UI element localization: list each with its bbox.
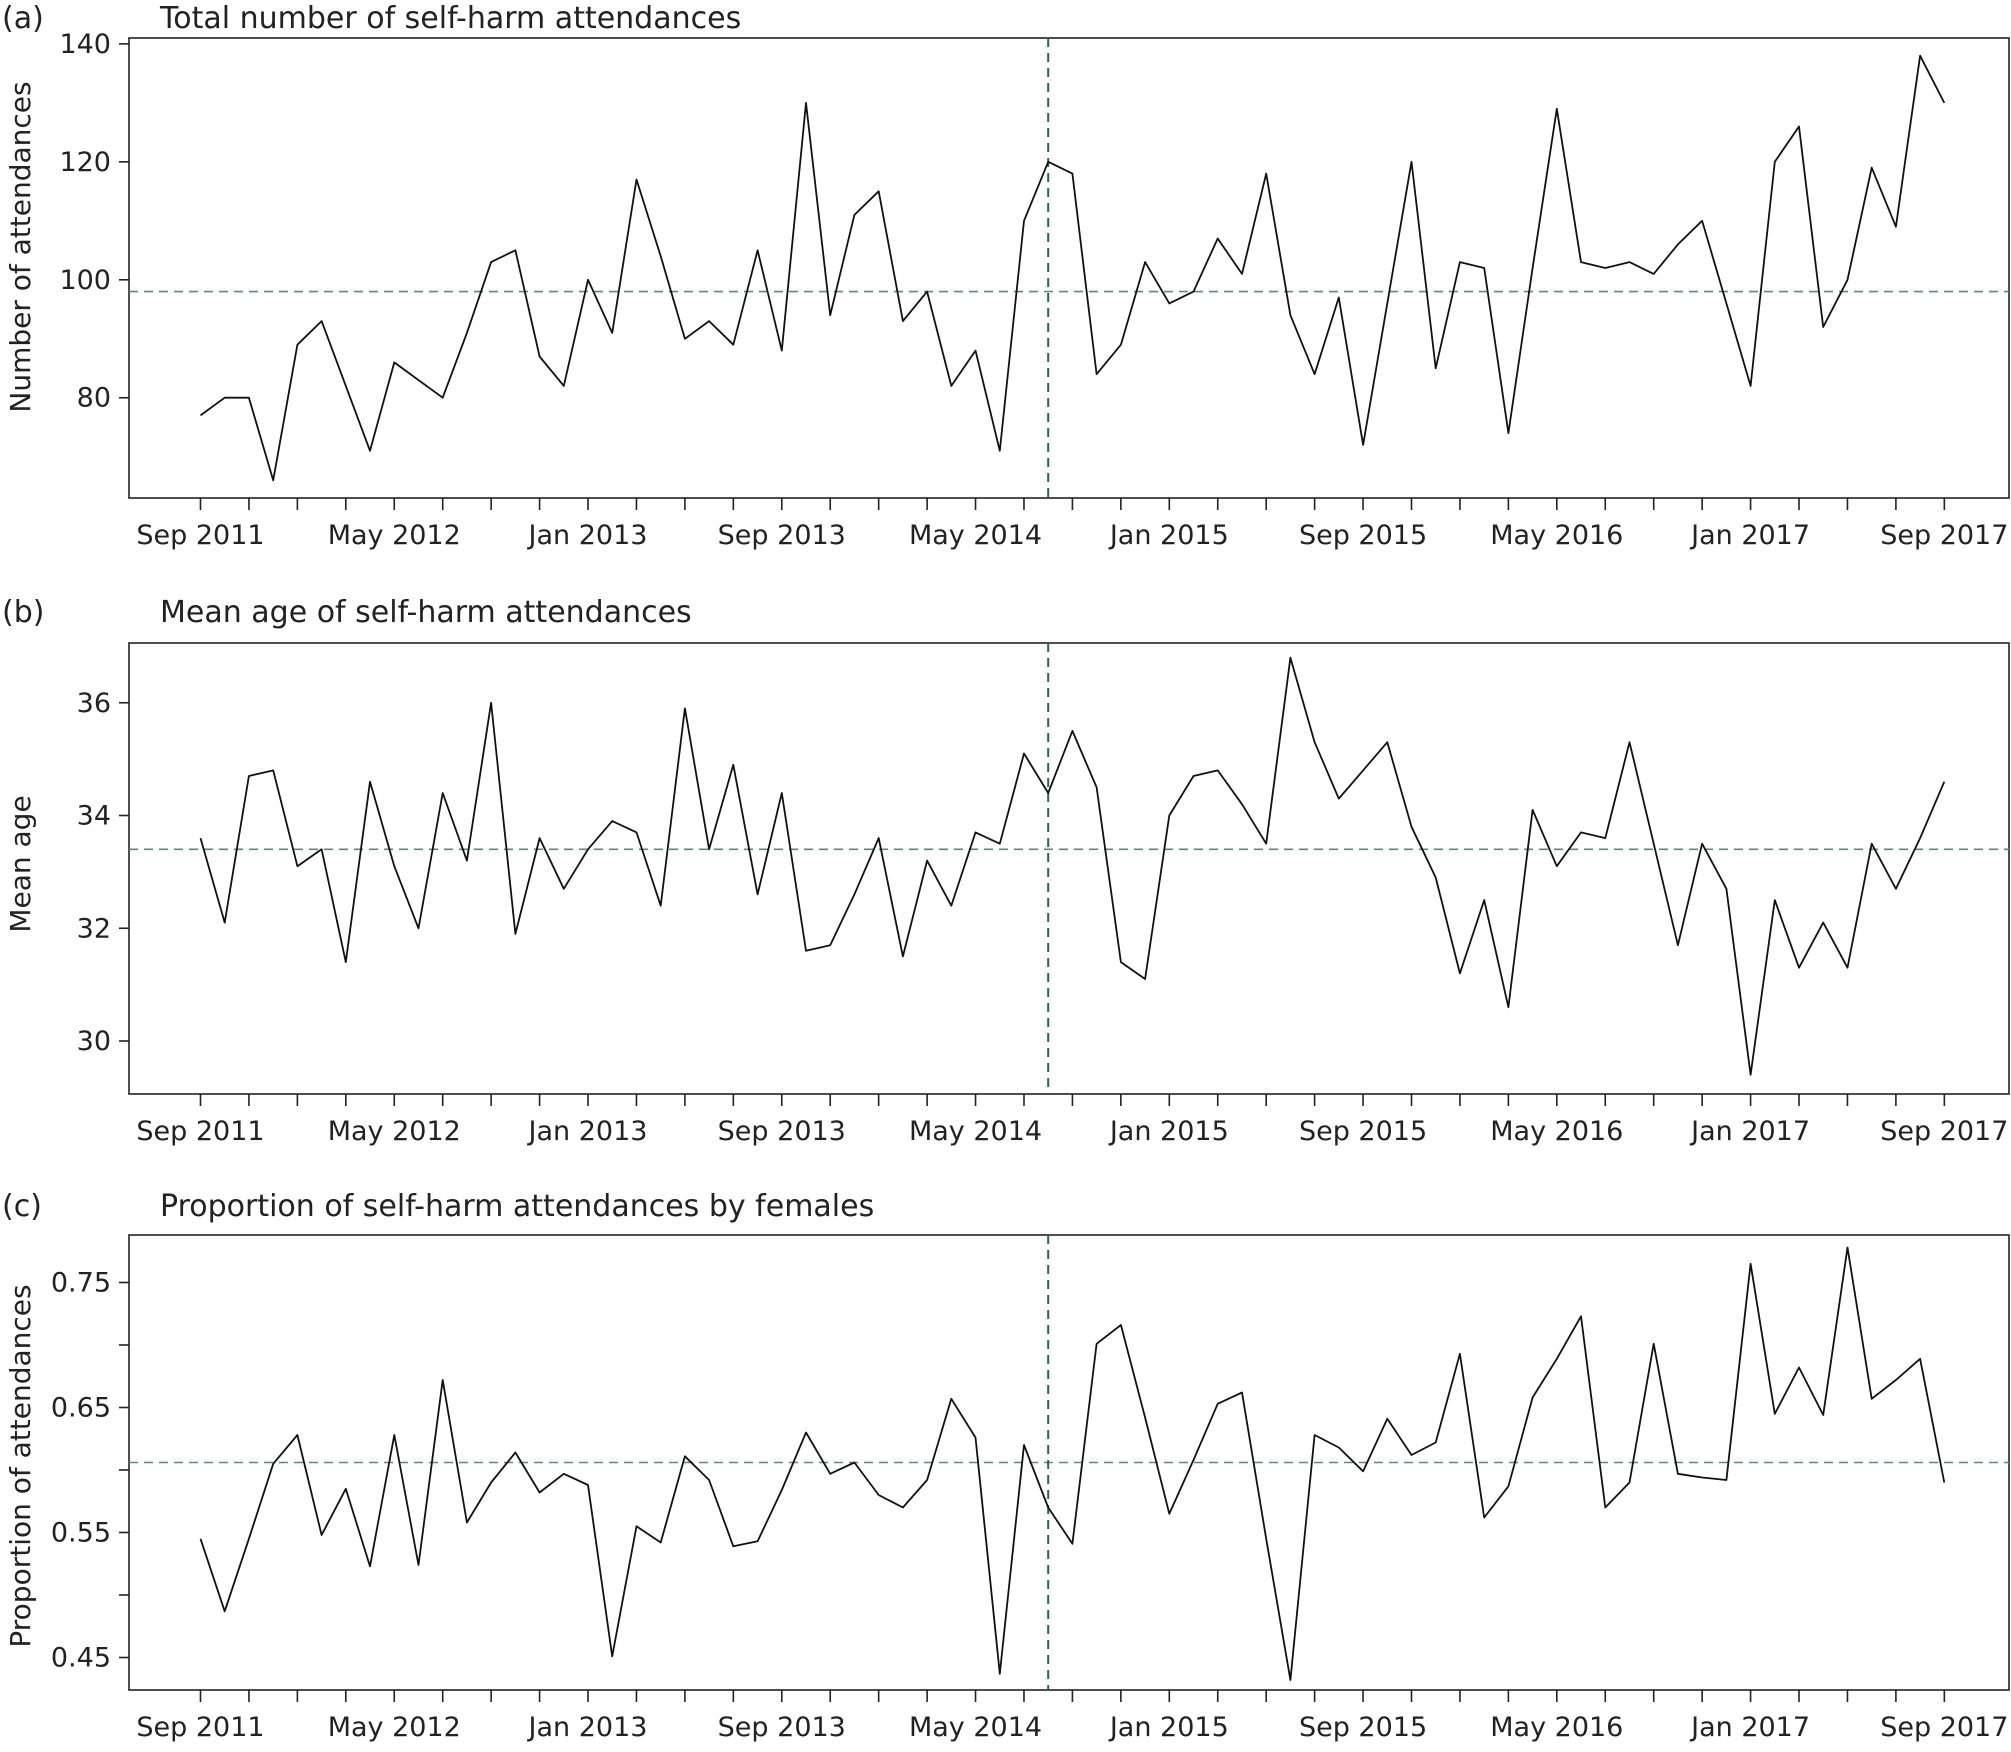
x-tick-label: Sep 2013 <box>718 1712 846 1743</box>
x-tick-label: May 2016 <box>1490 520 1623 551</box>
x-tick-label: Jan 2015 <box>1108 520 1229 551</box>
panel-title: Total number of self-harm attendances <box>159 1 741 36</box>
x-tick-label: Jan 2013 <box>527 520 648 551</box>
series-group <box>199 656 1946 1076</box>
x-tick-label: Sep 2017 <box>1880 1712 2008 1743</box>
y-tick-label: 100 <box>59 265 111 296</box>
x-tick-label: May 2016 <box>1490 1116 1623 1147</box>
x-axis-ticks: Sep 2011 May 2012 Jan 2013 Sep 2013 May 2014… <box>136 1094 2008 1147</box>
x-tick-label: Sep 2011 <box>136 520 264 551</box>
y-tick-label: 0.75 <box>51 1268 111 1299</box>
y-tick-label: 0.65 <box>51 1393 111 1424</box>
x-axis-ticks: Sep 2011 May 2012 Jan 2013 Sep 2013 May 2014… <box>136 1690 2008 1743</box>
x-tick-label: May 2014 <box>909 1116 1042 1147</box>
panel-title: Proportion of self-harm attendances by f… <box>160 1189 874 1224</box>
series-group <box>199 54 1946 482</box>
y-axis-label: Number of attendances <box>4 81 37 412</box>
y-axis-ticks: 0.45 0.55 0.65 0.75 <box>51 1268 129 1674</box>
x-tick-label: May 2014 <box>909 520 1042 551</box>
panel-b: (b) Mean age of self-harm attendances Me… <box>2 595 2010 1147</box>
x-tick-label: Sep 2015 <box>1299 1712 1427 1743</box>
x-tick-label: Jan 2015 <box>1108 1116 1229 1147</box>
x-tick-label: Jan 2017 <box>1689 520 1810 551</box>
y-axis-label: Proportion of attendances <box>4 1284 37 1647</box>
series-group <box>199 1246 1946 1681</box>
panel-c: (c) Proportion of self-harm attendances … <box>2 1189 2010 1743</box>
x-tick-label: Sep 2011 <box>136 1116 264 1147</box>
x-tick-label: Sep 2013 <box>718 1116 846 1147</box>
series-line <box>199 656 1946 1076</box>
panel-letter: (a) <box>2 1 44 36</box>
y-tick-label: 80 <box>77 383 111 414</box>
y-tick-label: 32 <box>77 913 111 944</box>
y-tick-label: 120 <box>59 147 111 178</box>
y-tick-label: 36 <box>77 688 111 719</box>
x-tick-label: May 2014 <box>909 1712 1042 1743</box>
series-line <box>199 1246 1946 1681</box>
x-tick-label: Jan 2017 <box>1689 1116 1810 1147</box>
y-axis-ticks: 30 32 34 36 <box>77 688 129 1057</box>
panel-letter: (b) <box>2 595 44 630</box>
y-tick-label: 34 <box>77 801 111 832</box>
panel-letter: (c) <box>2 1189 42 1224</box>
x-tick-label: May 2012 <box>328 520 461 551</box>
x-tick-label: May 2012 <box>328 1116 461 1147</box>
y-axis-ticks: 80 100 120 140 <box>59 29 129 414</box>
x-tick-label: Sep 2011 <box>136 1712 264 1743</box>
panel-title: Mean age of self-harm attendances <box>160 595 692 630</box>
plot-frame <box>128 642 2010 1095</box>
x-tick-label: Jan 2013 <box>527 1712 648 1743</box>
x-tick-label: Sep 2017 <box>1880 520 2008 551</box>
x-tick-label: Sep 2015 <box>1299 1116 1427 1147</box>
y-tick-label: 30 <box>77 1026 111 1057</box>
x-tick-label: May 2016 <box>1490 1712 1623 1743</box>
y-tick-label: 140 <box>59 29 111 60</box>
x-tick-label: Sep 2017 <box>1880 1116 2008 1147</box>
x-tick-label: Jan 2015 <box>1108 1712 1229 1743</box>
x-tick-label: Jan 2017 <box>1689 1712 1810 1743</box>
y-tick-label: 0.55 <box>51 1518 111 1549</box>
x-tick-label: Sep 2013 <box>718 520 846 551</box>
x-axis-ticks: Sep 2011 May 2012 Jan 2013 Sep 2013 May 2014… <box>136 498 2008 551</box>
plot-frame <box>128 37 2010 499</box>
panel-a: (a) Total number of self-harm attendance… <box>2 1 2010 551</box>
x-tick-label: May 2012 <box>328 1712 461 1743</box>
y-axis-label: Mean age <box>4 795 37 932</box>
y-tick-label: 0.45 <box>51 1643 111 1674</box>
x-tick-label: Jan 2013 <box>527 1116 648 1147</box>
series-line <box>199 54 1946 482</box>
x-tick-label: Sep 2015 <box>1299 520 1427 551</box>
